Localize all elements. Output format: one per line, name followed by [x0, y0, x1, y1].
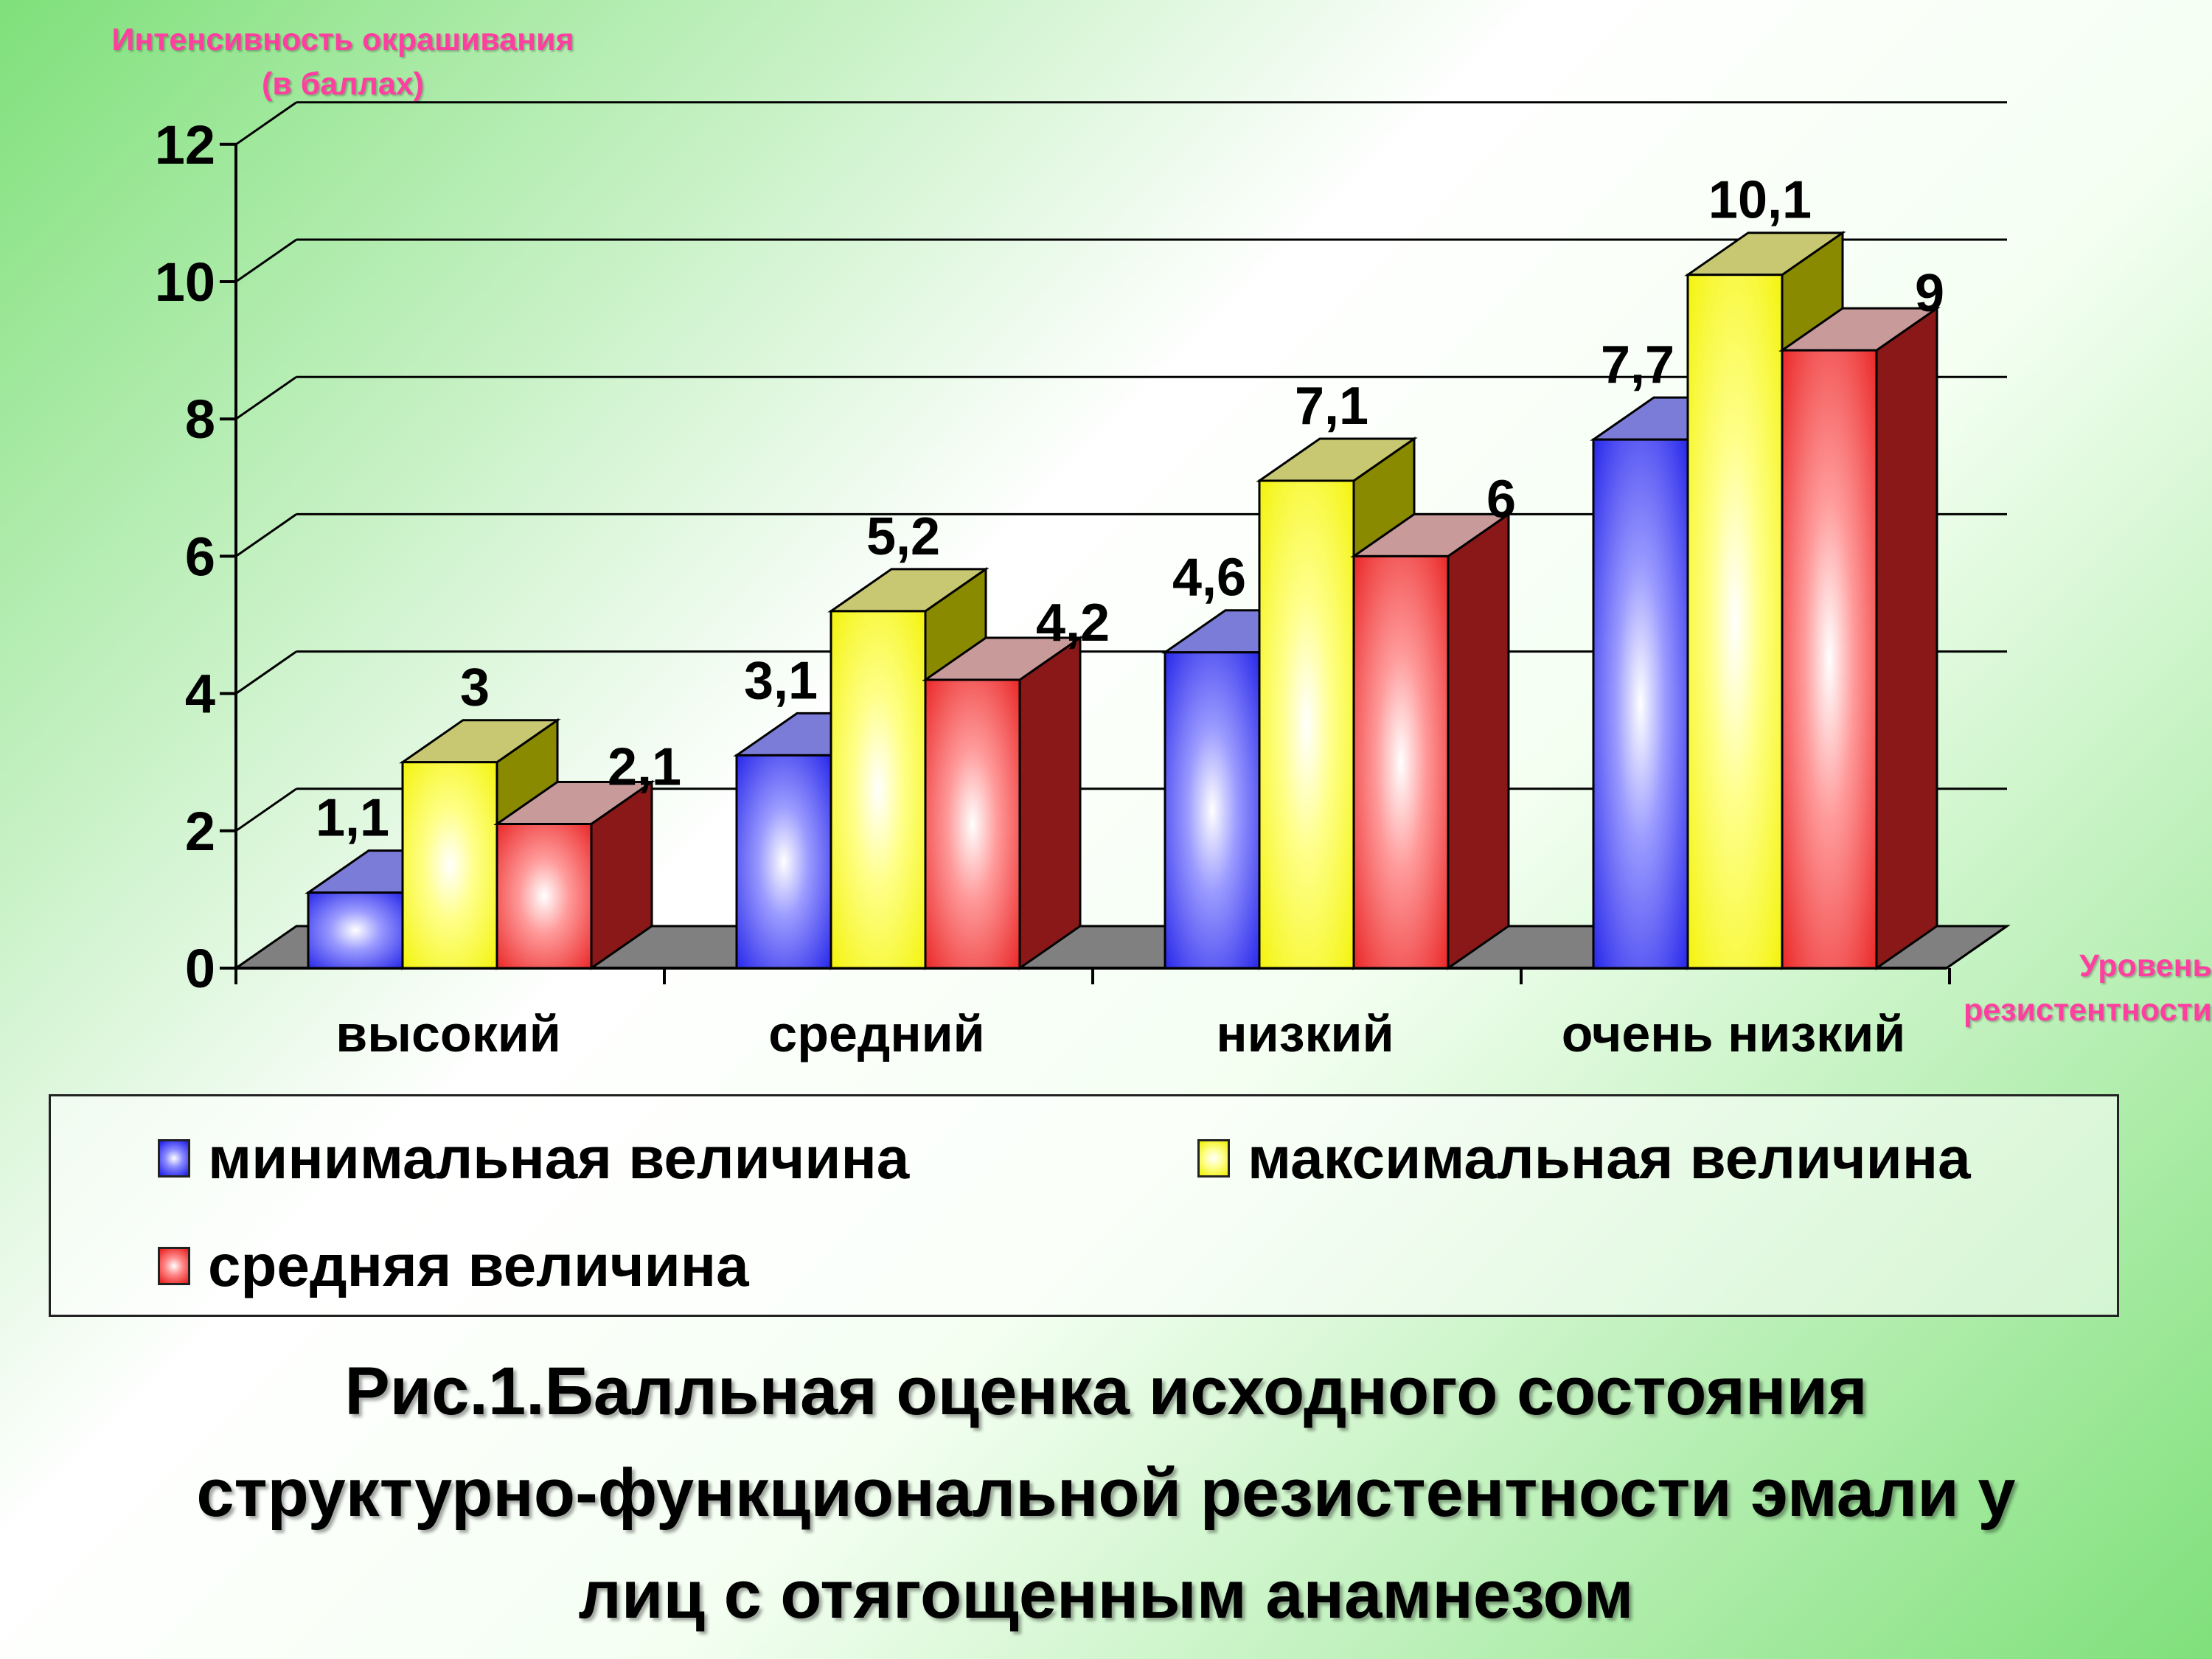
x-axis-title: Уровень резистентности: [1917, 944, 2212, 1032]
bar-front: [1164, 651, 1261, 970]
x-axis-title-line2: резистентности: [1964, 992, 2212, 1028]
caption-line3: лиц с отягощенным анамнезом: [578, 1557, 1634, 1632]
y-tick-label: 12: [155, 114, 215, 175]
legend-item-avg: средняя величина: [158, 1232, 749, 1300]
bar: [1350, 512, 1512, 970]
data-label: 2,1: [608, 737, 681, 796]
bar-front: [830, 610, 927, 970]
legend-label-avg: средняя величина: [208, 1233, 749, 1298]
legend-swatch-avg: [158, 1247, 190, 1285]
x-axis-end: [1946, 925, 2008, 970]
legend-label-min: минимальная величина: [208, 1125, 910, 1191]
y-tick-label: 6: [185, 526, 215, 587]
bar-side: [1447, 512, 1510, 970]
y-tick-label: 0: [185, 938, 215, 999]
gridline-diag: [235, 513, 297, 557]
data-label: 3: [460, 658, 490, 717]
data-label: 6: [1486, 470, 1516, 529]
legend-label-max: максимальная величина: [1248, 1125, 1971, 1191]
legend-swatch-min: [158, 1139, 190, 1178]
bar-front: [1592, 438, 1689, 970]
data-label: 1,1: [316, 789, 389, 848]
x-axis-title-line1: Уровень: [2079, 948, 2212, 984]
data-label: 4,6: [1172, 549, 1246, 608]
gridline-diag: [235, 650, 297, 695]
gridline-diag: [235, 101, 297, 146]
y-tick-label: 4: [185, 664, 215, 725]
bar-front: [735, 754, 832, 970]
bar: [922, 636, 1084, 970]
gridline-diag: [235, 787, 297, 832]
y-tick-label: 2: [185, 801, 215, 862]
bar: [493, 779, 655, 970]
bar-front: [401, 761, 498, 970]
bar-front: [1352, 554, 1450, 970]
y-axis-title: Интенсивность окрашивания (в баллах): [70, 18, 616, 106]
bar-side: [1018, 636, 1082, 970]
y-tick-label: 8: [185, 389, 215, 450]
bar-front: [1686, 274, 1784, 970]
data-label: 3,1: [744, 651, 818, 710]
bar-front: [924, 678, 1021, 970]
bars: 1,1 3 2,1 3,1 5,2 4,2 4,6 7,1 6 7,7 10,1 9: [305, 171, 1944, 970]
data-label: 4,2: [1036, 594, 1110, 653]
category-label: высокий: [335, 1005, 561, 1062]
legend-swatch-max: [1197, 1139, 1230, 1178]
bar-front: [1781, 349, 1878, 970]
bar-front: [1258, 479, 1355, 970]
bar-front: [495, 822, 593, 970]
bar-front: [307, 891, 404, 970]
caption-line1: Рис.1.Балльная оценка исходного состояни…: [344, 1354, 1868, 1429]
legend-item-min: минимальная величина: [158, 1124, 909, 1192]
y-axis-title-line1: Интенсивность окрашивания: [111, 22, 574, 58]
data-label: 7,1: [1295, 377, 1368, 436]
y-tick-label: 10: [155, 251, 215, 313]
category-label: низкий: [1216, 1005, 1394, 1062]
data-label: 9: [1915, 264, 1944, 323]
data-label: 10,1: [1708, 171, 1812, 230]
y-axis-title-line2: (в баллах): [262, 66, 424, 102]
gridline-diag: [235, 375, 297, 420]
caption-line2: структурно-функциональной резистентности…: [196, 1455, 2016, 1531]
category-label: средний: [768, 1005, 984, 1062]
figure-caption: Рис.1.Балльная оценка исходного состояни…: [44, 1340, 2168, 1646]
gridline-diag: [235, 238, 297, 283]
data-label: 7,7: [1601, 335, 1674, 394]
chart-legend: минимальная величина максимальная величи…: [49, 1094, 2119, 1317]
data-label: 5,2: [866, 507, 940, 566]
bar-side: [1875, 306, 1938, 970]
legend-item-max: максимальная величина: [1197, 1124, 1971, 1192]
category-label: очень низкий: [1562, 1005, 1906, 1062]
bar: [1778, 306, 1941, 970]
